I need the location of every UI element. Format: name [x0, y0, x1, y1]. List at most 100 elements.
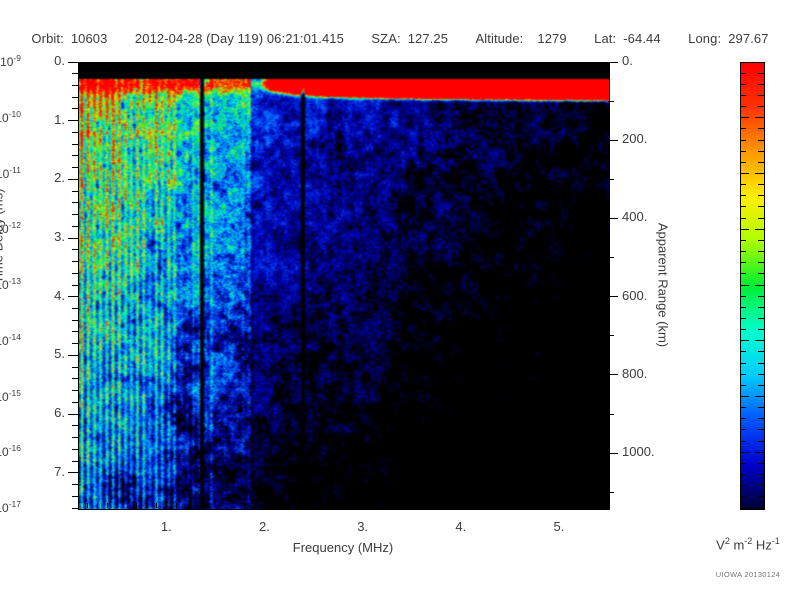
y-tick-label: 3. — [54, 229, 65, 245]
axis-tick — [165, 62, 167, 71]
axis-tick — [460, 499, 462, 508]
axis-tick — [72, 484, 78, 486]
colorbar-tick — [758, 295, 764, 297]
axis-tick — [116, 503, 118, 508]
colorbar-tick — [740, 139, 746, 141]
colorbar-tick — [740, 485, 746, 487]
axis-tick — [68, 296, 78, 298]
axis-tick — [72, 108, 78, 110]
sza-value: 127.25 — [407, 31, 449, 46]
axis-tick — [450, 62, 452, 67]
axis-tick — [430, 62, 432, 67]
axis-tick — [460, 62, 462, 71]
colorbar-tick-label: 10-15 — [0, 387, 21, 404]
x-tick-label: 5. — [553, 519, 565, 534]
colorbar-tick — [740, 273, 746, 275]
colorbar-tick — [758, 184, 764, 186]
colorbar-tick — [740, 206, 746, 208]
colorbar-tick — [740, 150, 746, 152]
axis-tick — [558, 499, 560, 508]
axis-tick — [72, 495, 78, 497]
colorbar-tick — [758, 474, 764, 476]
x-tick-label: 1. — [160, 519, 172, 534]
colorbar-tick — [758, 306, 764, 308]
header-info: Orbit: 10603 2012-04-28 (Day 119) 06:21:0… — [0, 31, 800, 46]
axis-tick — [371, 503, 373, 508]
colorbar-tick — [755, 228, 764, 230]
x-tick-label: 4. — [455, 519, 467, 534]
colorbar-tick — [758, 362, 764, 364]
axis-tick — [568, 62, 570, 67]
axis-tick — [538, 62, 540, 67]
axis-tick — [234, 503, 236, 508]
axis-tick — [72, 319, 78, 321]
axis-tick — [156, 62, 158, 67]
colorbar-tick — [755, 451, 764, 453]
axis-tick — [608, 217, 618, 219]
axis-tick — [68, 237, 78, 239]
axis-tick — [87, 503, 89, 508]
axis-tick — [303, 503, 305, 508]
axis-tick — [528, 503, 530, 508]
axis-tick — [244, 503, 246, 508]
axis-tick — [156, 503, 158, 508]
axis-tick — [106, 62, 108, 67]
axis-tick — [352, 503, 354, 508]
axis-tick — [608, 61, 618, 63]
colorbar-tick-label: 10-9 — [0, 53, 21, 69]
axis-tick — [430, 503, 432, 508]
axis-tick — [528, 62, 530, 67]
colorbar-tick — [758, 317, 764, 319]
axis-tick — [72, 507, 78, 509]
colorbar-gradient — [741, 63, 764, 509]
axis-tick — [538, 503, 540, 508]
axis-tick — [578, 62, 580, 67]
colorbar-tick — [740, 384, 746, 386]
axis-tick — [126, 503, 128, 508]
colorbar-tick — [740, 251, 746, 253]
colorbar-tick — [755, 173, 764, 174]
axis-tick — [97, 503, 99, 508]
axis-tick — [608, 296, 618, 298]
axis-tick — [450, 503, 452, 508]
altitude-label: Altitude: — [475, 31, 524, 46]
axis-tick — [608, 335, 614, 337]
axis-tick — [72, 284, 78, 286]
axis-tick — [421, 503, 423, 508]
y2-tick-label: 400. — [622, 209, 648, 225]
colorbar-tick — [758, 150, 764, 152]
colorbar-tick — [740, 440, 746, 442]
axis-tick — [195, 62, 197, 67]
y2-tick-label: 600. — [622, 287, 648, 303]
axis-tick — [263, 62, 265, 71]
axis-tick — [72, 84, 78, 86]
axis-tick — [72, 366, 78, 368]
y2-tick-label: 1000. — [622, 444, 655, 460]
axis-tick — [479, 62, 481, 67]
colorbar-tick — [740, 373, 746, 375]
axis-tick — [352, 62, 354, 67]
altitude-value: 1279 — [537, 31, 567, 46]
axis-tick — [214, 62, 216, 67]
axis-tick — [587, 62, 589, 67]
axis-tick — [72, 202, 78, 204]
axis-tick — [136, 503, 138, 508]
colorbar-tick — [740, 317, 746, 319]
axis-tick — [72, 272, 78, 274]
colorbar-tick — [740, 396, 749, 397]
colorbar-tick — [740, 262, 746, 264]
axis-tick — [234, 62, 236, 67]
colorbar-tick-label: 10-17 — [0, 499, 21, 515]
axis-tick — [72, 390, 78, 392]
axis-tick — [401, 62, 403, 67]
colorbar-tick — [758, 329, 764, 331]
axis-tick — [283, 62, 285, 67]
axis-tick — [293, 62, 295, 67]
colorbar-tick — [755, 284, 764, 286]
axis-tick — [381, 503, 383, 508]
colorbar-tick — [740, 329, 746, 331]
colorbar-tick — [740, 72, 746, 74]
axis-tick — [72, 331, 78, 333]
spectrogram-image — [79, 63, 609, 509]
axis-tick — [72, 155, 78, 157]
